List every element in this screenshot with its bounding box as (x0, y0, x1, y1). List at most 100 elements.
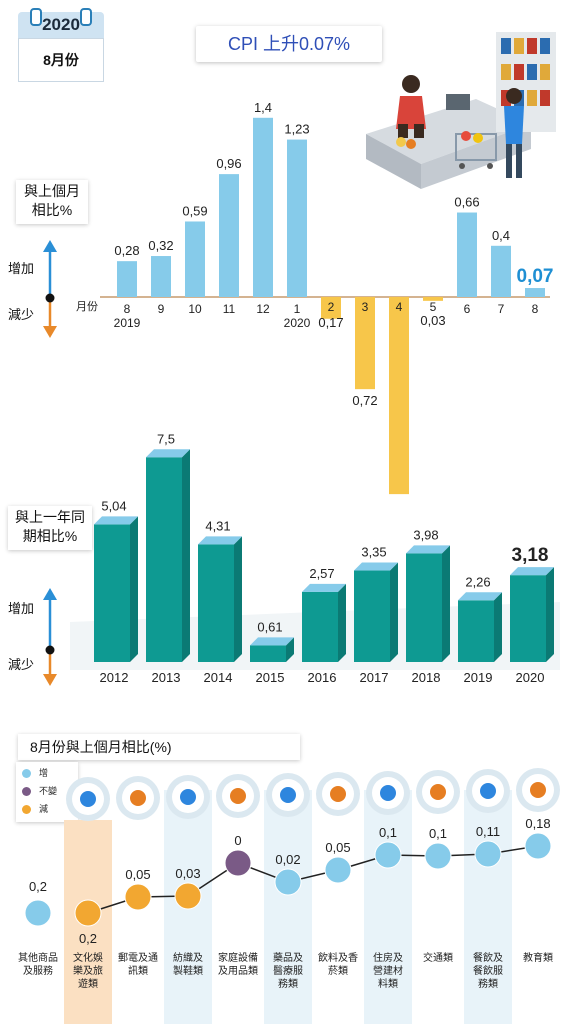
monthly-bar (117, 261, 137, 297)
monthly-year-label: 2019 (114, 316, 141, 330)
yearly-value-label: 0,61 (257, 619, 282, 634)
monthly-bar (151, 256, 171, 297)
monthly-direction-arrows (43, 240, 57, 338)
yearly-tick-label: 2012 (100, 670, 129, 685)
category-name: 住房及 營建材 料類 (366, 952, 410, 991)
yearly-tick-label: 2014 (204, 670, 233, 685)
category-value-label: 0,1 (379, 825, 397, 840)
yearly-value-label: 4,31 (205, 518, 230, 533)
monthly-bar (321, 297, 341, 319)
category-name-line: 營建材 (373, 966, 403, 977)
monthly-bar (491, 245, 511, 297)
category-column-shade (264, 790, 312, 1024)
yearly-bar-top (146, 449, 190, 458)
monthly-label-line1: 與上個月 (24, 183, 80, 199)
monthly-value-label: 1,23 (284, 122, 309, 137)
category-name-line: 紡織及 (173, 953, 203, 964)
yearly-tick-label: 2017 (360, 670, 389, 685)
monthly-tick-label: 8 (124, 302, 131, 316)
yearly-bar-front (302, 591, 338, 662)
yearly-bar-front (458, 600, 494, 662)
category-dot (274, 868, 302, 896)
monthly-tick-label: 6 (464, 302, 471, 316)
category-dot (524, 832, 552, 860)
supermarket-illustration (366, 32, 556, 189)
category-name-line: 務類 (278, 979, 298, 990)
yearly-bar-side (494, 592, 502, 662)
category-name: 藥品及 醫療服 務類 (266, 952, 310, 991)
yearly-change-chart: 5,04 2012 7,5 2013 4,31 2014 0,61 2015 2,57 2016 3… (70, 431, 560, 685)
monthly-year-label: 2020 (284, 316, 311, 330)
washing-machine-icon (216, 774, 260, 818)
monthly-value-label: 0,07 (517, 266, 554, 287)
monthly-tick-label: 7 (498, 302, 505, 316)
category-change-chart: 0,2 0,2 0,05 0,03 0 0,02 0,05 0,1 0,1 0,11 0,18 (24, 768, 560, 1024)
category-name-line: 郵電及通 (118, 953, 158, 964)
shirt-shoes-icon (166, 775, 210, 819)
category-value-label: 0,18 (525, 816, 550, 831)
monthly-bar (457, 212, 477, 297)
category-dot (124, 883, 152, 911)
monthly-value-label: 0,66 (454, 195, 479, 210)
house-icon (366, 771, 410, 815)
yearly-bar-side (442, 545, 450, 662)
yearly-direction-arrows (43, 588, 57, 686)
food-plate-icon (466, 769, 510, 813)
monthly-value-label: 0,4 (492, 228, 510, 243)
category-name-line: 餐飲服 (473, 966, 503, 977)
category-name: 家庭設備 及用品類 (216, 952, 260, 978)
monthly-label-line2: 相比% (31, 202, 73, 218)
yearly-decrease-label: 減少 (8, 657, 35, 672)
monthly-tick-label: 8 (532, 302, 539, 316)
category-name: 紡織及 製鞋類 (166, 952, 210, 978)
yearly-bar-top (198, 536, 242, 545)
monthly-tick-label: 1 (294, 302, 301, 316)
category-dot (224, 849, 252, 877)
yearly-bar-front (198, 544, 234, 662)
monthly-value-label: 0,32 (148, 238, 173, 253)
monthly-bar (525, 288, 545, 297)
category-section-title: 8月份與上個月相比(%) (18, 734, 300, 760)
category-name: 其他商品 及服務 (16, 952, 60, 978)
yearly-bar-side (338, 583, 346, 662)
yearly-bar-front (94, 524, 130, 662)
category-name: 教育類 (516, 952, 560, 965)
calendar-ring-icon (80, 8, 92, 26)
category-value-label: 0,05 (325, 840, 350, 855)
category-name-line: 料類 (378, 979, 398, 990)
monthly-axis-word: 月份 (76, 300, 98, 313)
monthly-bar (219, 174, 239, 297)
down-arrow-icon (43, 674, 57, 686)
yearly-bar-top (458, 592, 502, 601)
drinks-icon (316, 772, 360, 816)
category-value-label: 0,2 (29, 879, 47, 894)
category-name-line: 訊類 (128, 966, 148, 977)
category-value-label: 0,02 (275, 852, 300, 867)
yearly-bar-top (302, 583, 346, 592)
category-name-line: 文化娛 (73, 953, 103, 964)
category-name-line: 遊類 (78, 979, 98, 990)
category-name: 飲料及香 菸類 (316, 952, 360, 978)
category-dot (174, 882, 202, 910)
category-name-line: 務類 (478, 979, 498, 990)
yearly-bar-top (94, 516, 138, 525)
yearly-tick-label: 2015 (256, 670, 285, 685)
category-name: 文化娛 樂及旅 遊類 (66, 952, 110, 991)
yearly-bar-front (250, 645, 286, 662)
calendar-month: 8月份 (18, 38, 104, 82)
yearly-tick-label: 2020 (516, 670, 545, 685)
monthly-tick-label: 2 (328, 300, 335, 314)
antenna-tower-icon (116, 776, 160, 820)
category-name-line: 樂及旅 (73, 966, 103, 977)
monthly-value-label: 0,72 (352, 393, 377, 408)
category-name-line: 及服務 (23, 966, 53, 977)
yearly-bar-front (406, 553, 442, 662)
yearly-increase-label: 增加 (8, 601, 35, 616)
monthly-decrease-label: 減少 (8, 307, 35, 322)
yearly-bar-front (354, 570, 390, 662)
category-name-line: 教育類 (523, 953, 553, 964)
category-dot (474, 840, 502, 868)
monthly-label-box: 與上個月 相比% (16, 180, 88, 224)
category-name-line: 交通類 (423, 953, 453, 964)
category-name-line: 飲料及香 (318, 953, 358, 964)
